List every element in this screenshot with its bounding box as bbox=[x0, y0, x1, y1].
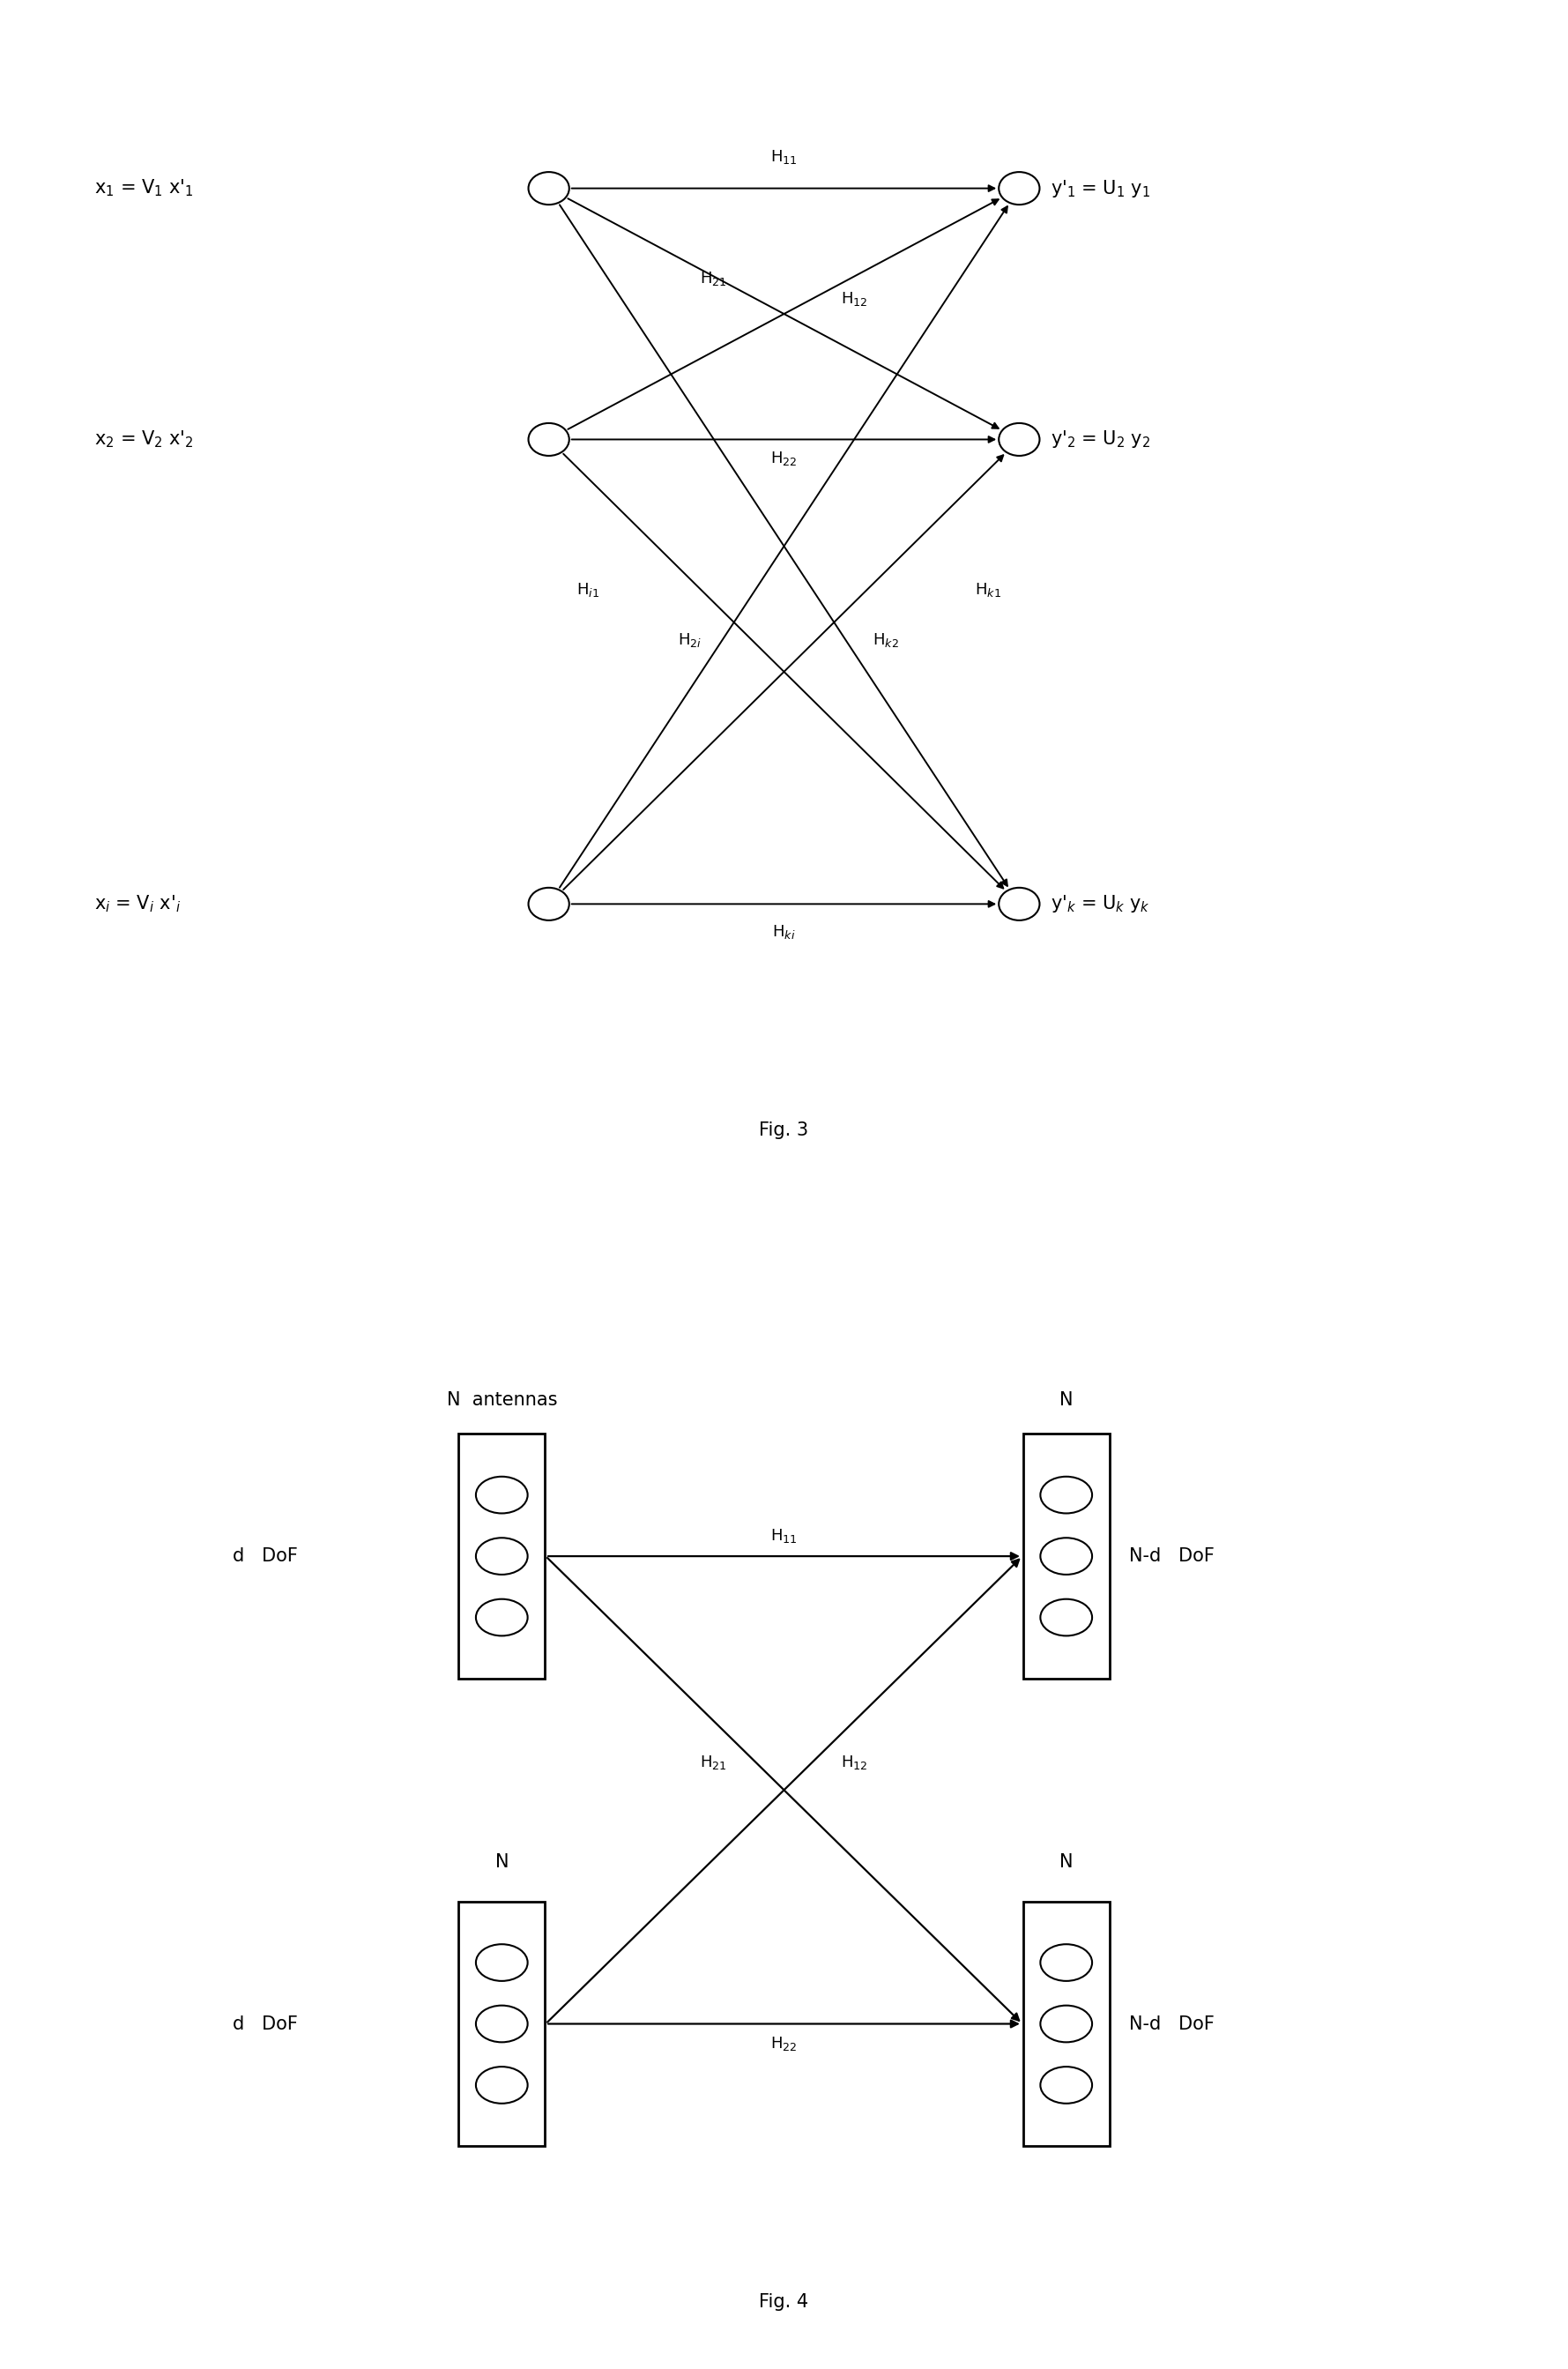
Text: d   DoF: d DoF bbox=[232, 2016, 298, 2033]
Bar bbox=[458, 1433, 546, 1680]
Text: y'$_k$ = U$_k$ y$_k$: y'$_k$ = U$_k$ y$_k$ bbox=[1051, 893, 1149, 914]
Text: x$_1$ = V$_1$ x'$_1$: x$_1$ = V$_1$ x'$_1$ bbox=[94, 178, 193, 199]
Text: x$_2$ = V$_2$ x'$_2$: x$_2$ = V$_2$ x'$_2$ bbox=[94, 429, 193, 450]
Text: H$_{21}$: H$_{21}$ bbox=[699, 1753, 728, 1772]
Text: y'$_1$ = U$_1$ y$_1$: y'$_1$ = U$_1$ y$_1$ bbox=[1051, 178, 1151, 199]
Text: H$_{21}$: H$_{21}$ bbox=[699, 270, 728, 287]
Text: Fig. 3: Fig. 3 bbox=[759, 1121, 809, 1139]
Text: H$_{k1}$: H$_{k1}$ bbox=[975, 580, 1000, 599]
Text: H$_{ki}$: H$_{ki}$ bbox=[773, 924, 795, 940]
Text: H$_{12}$: H$_{12}$ bbox=[840, 1753, 869, 1772]
Text: H$_{11}$: H$_{11}$ bbox=[770, 149, 798, 166]
Text: H$_{k2}$: H$_{k2}$ bbox=[873, 633, 898, 649]
Text: y'$_2$ = U$_2$ y$_2$: y'$_2$ = U$_2$ y$_2$ bbox=[1051, 429, 1151, 450]
Text: Fig. 4: Fig. 4 bbox=[759, 2293, 809, 2312]
Text: N-d   DoF: N-d DoF bbox=[1129, 1547, 1214, 1566]
Text: N  antennas: N antennas bbox=[447, 1391, 557, 1410]
Text: N: N bbox=[1060, 1391, 1073, 1410]
Text: N: N bbox=[495, 1853, 508, 1872]
Bar bbox=[1024, 1433, 1110, 1680]
Text: H$_{11}$: H$_{11}$ bbox=[770, 1528, 798, 1545]
Bar bbox=[458, 1902, 546, 2146]
Text: x$_i$ = V$_i$ x'$_i$: x$_i$ = V$_i$ x'$_i$ bbox=[94, 893, 180, 914]
Text: N: N bbox=[1060, 1853, 1073, 1872]
Text: H$_{22}$: H$_{22}$ bbox=[770, 2035, 798, 2052]
Text: d   DoF: d DoF bbox=[232, 1547, 298, 1566]
Text: H$_{12}$: H$_{12}$ bbox=[840, 289, 869, 308]
Bar bbox=[1024, 1902, 1110, 2146]
Text: N-d   DoF: N-d DoF bbox=[1129, 2016, 1214, 2033]
Text: H$_{2i}$: H$_{2i}$ bbox=[677, 633, 702, 649]
Text: H$_{22}$: H$_{22}$ bbox=[770, 450, 798, 467]
Text: H$_{i1}$: H$_{i1}$ bbox=[577, 580, 599, 599]
